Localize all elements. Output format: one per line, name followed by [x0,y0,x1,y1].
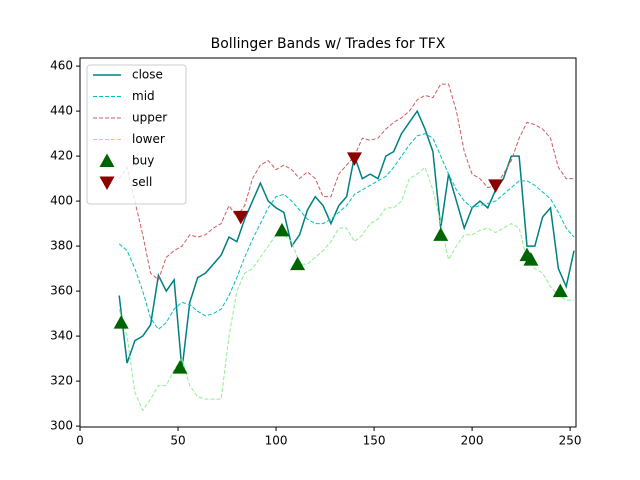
trade-marker [488,179,504,193]
trade-marker [290,256,306,271]
y-tick-label: 320 [50,374,73,388]
trade-marker [523,252,539,266]
y-tick-label: 440 [50,104,73,118]
legend-box [86,64,187,205]
x-tick-label: 200 [461,434,484,448]
y-tick-label: 380 [50,239,73,253]
legend-label: mid [132,89,155,103]
legend-label: upper [132,111,167,125]
trade-marker [346,152,362,166]
y-tick-label: 460 [50,59,73,73]
x-tick-label: 250 [559,434,582,448]
y-tick-label: 340 [50,329,73,343]
trade-marker [233,210,249,225]
trade-marker [274,222,290,237]
series-line [118,166,575,412]
trade-marker [172,360,188,374]
trade-marker [552,283,568,298]
legend-label: buy [132,154,154,168]
y-tick-label: 400 [50,194,73,208]
trade-marker [433,227,449,241]
legend-label: close [132,68,163,82]
y-tick-label: 420 [50,149,73,163]
x-tick-label: 150 [363,434,386,448]
x-tick-label: 0 [76,434,84,448]
plot-frame [79,57,577,428]
legend-marker [99,176,115,190]
y-tick-label: 360 [50,284,73,298]
legend-label: sell [132,175,152,189]
legend-label: lower [132,132,165,146]
trade-marker [113,315,129,329]
chart-title: Bollinger Bands w/ Trades for TFX [211,36,446,52]
x-tick-label: 50 [170,434,185,448]
y-tick-label: 300 [50,419,73,433]
legend-marker [99,153,115,167]
x-tick-label: 100 [265,434,288,448]
plot-area [113,83,575,412]
series-line [118,133,575,331]
